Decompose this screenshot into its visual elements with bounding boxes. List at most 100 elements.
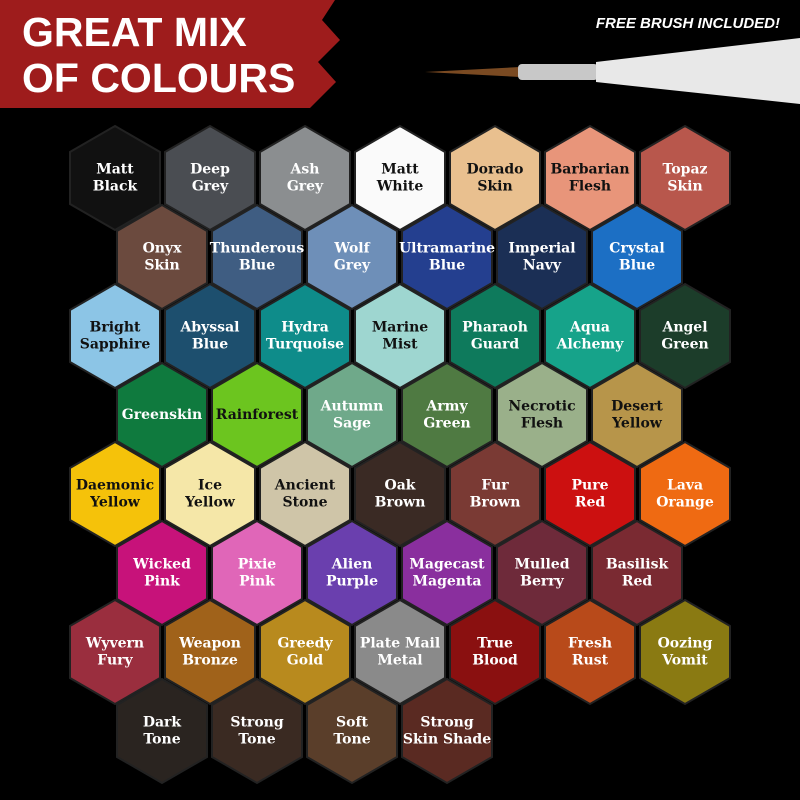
paint-hex <box>639 282 731 390</box>
paint-name: Bronze <box>182 653 238 669</box>
paint-name: Red <box>622 574 653 590</box>
paint-name: Bright <box>90 320 141 336</box>
title-banner <box>0 0 340 108</box>
paint-name: Skin <box>667 179 702 195</box>
paint-name: Aqua <box>569 320 610 336</box>
paint-hex <box>544 440 636 548</box>
paint-name: Brown <box>470 495 521 511</box>
paint-name: Marine <box>372 320 428 336</box>
paint-hex <box>544 598 636 706</box>
paint-name: Blood <box>472 653 518 669</box>
paint-hex <box>354 124 446 232</box>
paint-hex <box>259 440 351 548</box>
paint-name: Mulled <box>514 557 569 573</box>
brush-tip <box>425 67 520 77</box>
paint-name: Grey <box>287 179 324 195</box>
paint-name: Yellow <box>184 495 236 511</box>
paint-name: Thunderous <box>210 241 305 257</box>
paint-name: Navy <box>523 258 562 274</box>
paint-hex <box>259 124 351 232</box>
paint-name: Tone <box>238 732 275 748</box>
paint-hex <box>354 598 446 706</box>
paint-name: Sapphire <box>80 337 151 353</box>
paint-name: Ice <box>198 478 222 494</box>
paint-name: Rust <box>572 653 609 669</box>
paint-name: Turquoise <box>266 337 344 353</box>
paint-hex <box>306 203 398 311</box>
paint-hex <box>496 361 588 469</box>
paint-name: Pixie <box>238 557 277 573</box>
paint-name: Yellow <box>89 495 141 511</box>
paint-hex <box>496 519 588 627</box>
paint-name: Autumn <box>320 399 384 415</box>
paint-hex <box>69 124 161 232</box>
paint-hex <box>401 203 493 311</box>
paint-name: Brown <box>375 495 426 511</box>
paint-name: Angel <box>661 320 707 336</box>
paint-hex <box>211 361 303 469</box>
paint-name: Tone <box>143 732 180 748</box>
paint-name: Pure <box>572 478 609 494</box>
paint-name: Fur <box>481 478 509 494</box>
paint-name: Tone <box>333 732 370 748</box>
paint-name: Green <box>661 337 708 353</box>
paint-name: Magecast <box>409 557 485 573</box>
paint-name: Gold <box>287 653 324 669</box>
paint-hex <box>164 124 256 232</box>
paint-name: Basilisk <box>606 557 669 573</box>
paint-name: Pink <box>144 574 180 590</box>
paint-hex <box>211 677 303 785</box>
paint-hex <box>116 203 208 311</box>
paint-hex <box>449 282 541 390</box>
paint-hex <box>306 677 398 785</box>
paint-name: Daemonic <box>76 478 154 494</box>
paint-name: Mist <box>382 337 418 353</box>
paint-name: Strong <box>420 715 473 731</box>
paint-name: Necrotic <box>508 399 575 415</box>
paint-hex <box>116 677 208 785</box>
paint-name: Red <box>575 495 606 511</box>
paint-name: Purple <box>326 574 378 590</box>
paint-name: Berry <box>520 574 564 590</box>
paint-hex <box>164 598 256 706</box>
paint-name: Crystal <box>609 241 664 257</box>
paint-name: Flesh <box>569 179 611 195</box>
paint-name: Blue <box>429 258 465 274</box>
title-line: GREAT MIX <box>22 9 247 55</box>
paint-hex <box>211 203 303 311</box>
paint-name: True <box>477 636 513 652</box>
paint-name: Pharaoh <box>462 320 528 336</box>
paint-name: Barbarian <box>550 162 629 178</box>
paint-name: Abyssal <box>180 320 240 336</box>
paint-name: Oak <box>385 478 416 494</box>
paint-name: Lava <box>667 478 703 494</box>
paint-hex <box>354 440 446 548</box>
paint-name: Yellow <box>611 416 663 432</box>
paint-name: Alchemy <box>556 337 625 353</box>
brush <box>425 38 800 104</box>
paint-hex <box>259 598 351 706</box>
paint-hex <box>496 203 588 311</box>
paint-name: Guard <box>471 337 520 353</box>
paint-name: Dorado <box>466 162 523 178</box>
paint-hex <box>69 440 161 548</box>
paint-name: Desert <box>611 399 663 415</box>
paint-name: Hydra <box>281 320 329 336</box>
paint-name: Oozing <box>658 636 713 652</box>
paint-name: Black <box>93 179 138 195</box>
paint-hex <box>164 440 256 548</box>
paint-hex <box>116 519 208 627</box>
paint-hex <box>69 598 161 706</box>
paint-name: Fresh <box>568 636 612 652</box>
paint-hex <box>544 124 636 232</box>
paint-name: Weapon <box>178 636 241 652</box>
paint-name: Deep <box>190 162 230 178</box>
paint-hex <box>639 598 731 706</box>
hex-grid: MattBlackDeepGreyAshGreyMattWhiteDoradoS… <box>69 124 731 785</box>
paint-name: Pink <box>239 574 275 590</box>
paint-name: Grey <box>192 179 229 195</box>
paint-name: Fury <box>97 653 133 669</box>
paint-name: Magenta <box>413 574 482 590</box>
paint-hex <box>591 519 683 627</box>
